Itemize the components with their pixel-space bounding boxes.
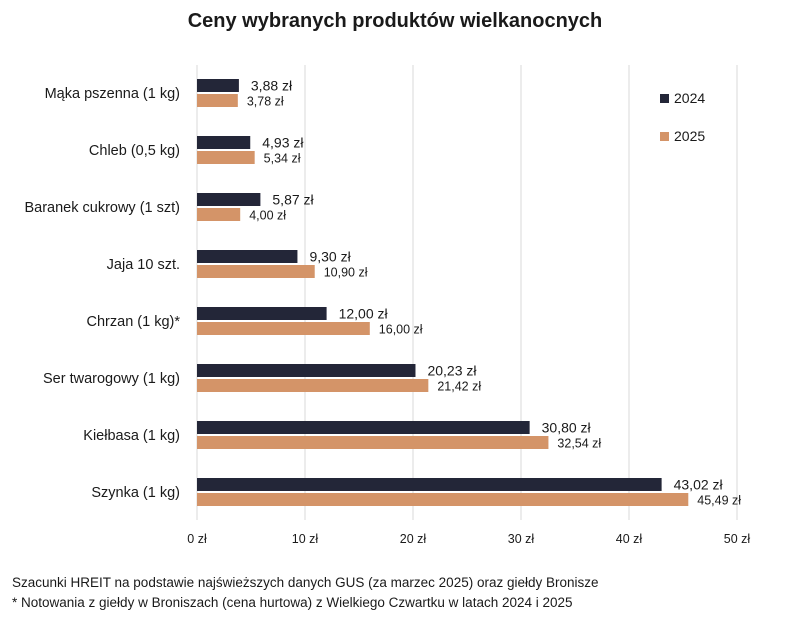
- x-tick-label-1: 10 zł: [292, 532, 319, 546]
- legend-swatch-2024: [660, 93, 669, 103]
- footnote-source: Szacunki HREIT na podstawie najświeższyc…: [12, 575, 599, 590]
- data-label-2025-4: 16,00 zł: [379, 323, 423, 337]
- bar-2024-3: [197, 250, 298, 263]
- bar-2025-5: [197, 379, 429, 392]
- category-label-6: Kiełbasa (1 kg): [83, 428, 180, 444]
- bar-2025-7: [197, 493, 689, 506]
- bar-chart: 0 zł 10 zł 20 zł 30 zł 40 zł 50 zł Mąka pszenn…: [24, 65, 751, 546]
- legend-swatch-2025: [660, 131, 669, 141]
- bar-2025-6: [197, 436, 549, 449]
- data-label-2025-3: 10,90 zł: [324, 266, 368, 280]
- category-label-5: Ser twarogowy (1 kg): [43, 371, 180, 387]
- category-label-3: Jaja 10 szt.: [107, 257, 180, 273]
- data-label-2024-0: 3,88 zł: [251, 78, 293, 94]
- data-label-2024-1: 4,93 zł: [262, 135, 304, 151]
- data-label-2024-2: 5,87 zł: [272, 192, 314, 208]
- x-tick-label-3: 30 zł: [508, 532, 535, 546]
- data-label-2024-7: 43,02 zł: [674, 477, 724, 493]
- legend-label-2025: 2025: [674, 128, 706, 144]
- data-label-2024-3: 9,30 zł: [309, 249, 351, 265]
- legend-item-2024: 2024: [660, 90, 705, 106]
- x-tick-label-5: 50 zł: [724, 532, 751, 546]
- data-label-2025-7: 45,49 zł: [697, 494, 741, 508]
- bar-2024-0: [197, 79, 239, 92]
- category-label-4: Chrzan (1 kg)*: [87, 314, 181, 330]
- data-label-2024-5: 20,23 zł: [427, 363, 477, 379]
- data-label-2025-5: 21,42 zł: [437, 380, 481, 394]
- legend-label-2024: 2024: [674, 90, 706, 106]
- category-label-1: Chleb (0,5 kg): [89, 143, 180, 159]
- bar-2024-5: [197, 364, 416, 377]
- data-label-2025-1: 5,34 zł: [264, 152, 301, 166]
- footnote-note: * Notowania z giełdy w Broniszach (cena …: [12, 595, 573, 610]
- data-label-2025-0: 3,78 zł: [247, 95, 284, 109]
- chart-title: Ceny wybranych produktów wielkanocnych: [187, 10, 603, 32]
- bar-2025-1: [197, 151, 255, 164]
- data-label-2024-6: 30,80 zł: [542, 420, 592, 436]
- bar-2025-0: [197, 94, 238, 107]
- legend-item-2025: 2025: [660, 128, 705, 144]
- data-label-2025-2: 4,00 zł: [249, 209, 286, 223]
- bar-2024-2: [197, 193, 261, 206]
- x-tick-label-2: 20 zł: [400, 532, 427, 546]
- bar-2025-3: [197, 265, 315, 278]
- x-tick-label-4: 40 zł: [616, 532, 643, 546]
- x-tick-label-0: 0 zł: [187, 532, 207, 546]
- bar-2025-4: [197, 322, 370, 335]
- category-label-7: Szynka (1 kg): [91, 485, 180, 501]
- bar-2025-2: [197, 208, 241, 221]
- data-label-2024-4: 12,00 zł: [339, 306, 389, 322]
- category-label-2: Baranek cukrowy (1 szt): [24, 200, 180, 216]
- bar-2024-7: [197, 478, 662, 491]
- bar-2024-1: [197, 136, 251, 149]
- bar-2024-4: [197, 307, 327, 320]
- data-label-2025-6: 32,54 zł: [557, 437, 601, 451]
- category-label-0: Mąka pszenna (1 kg): [45, 86, 180, 102]
- bar-2024-6: [197, 421, 530, 434]
